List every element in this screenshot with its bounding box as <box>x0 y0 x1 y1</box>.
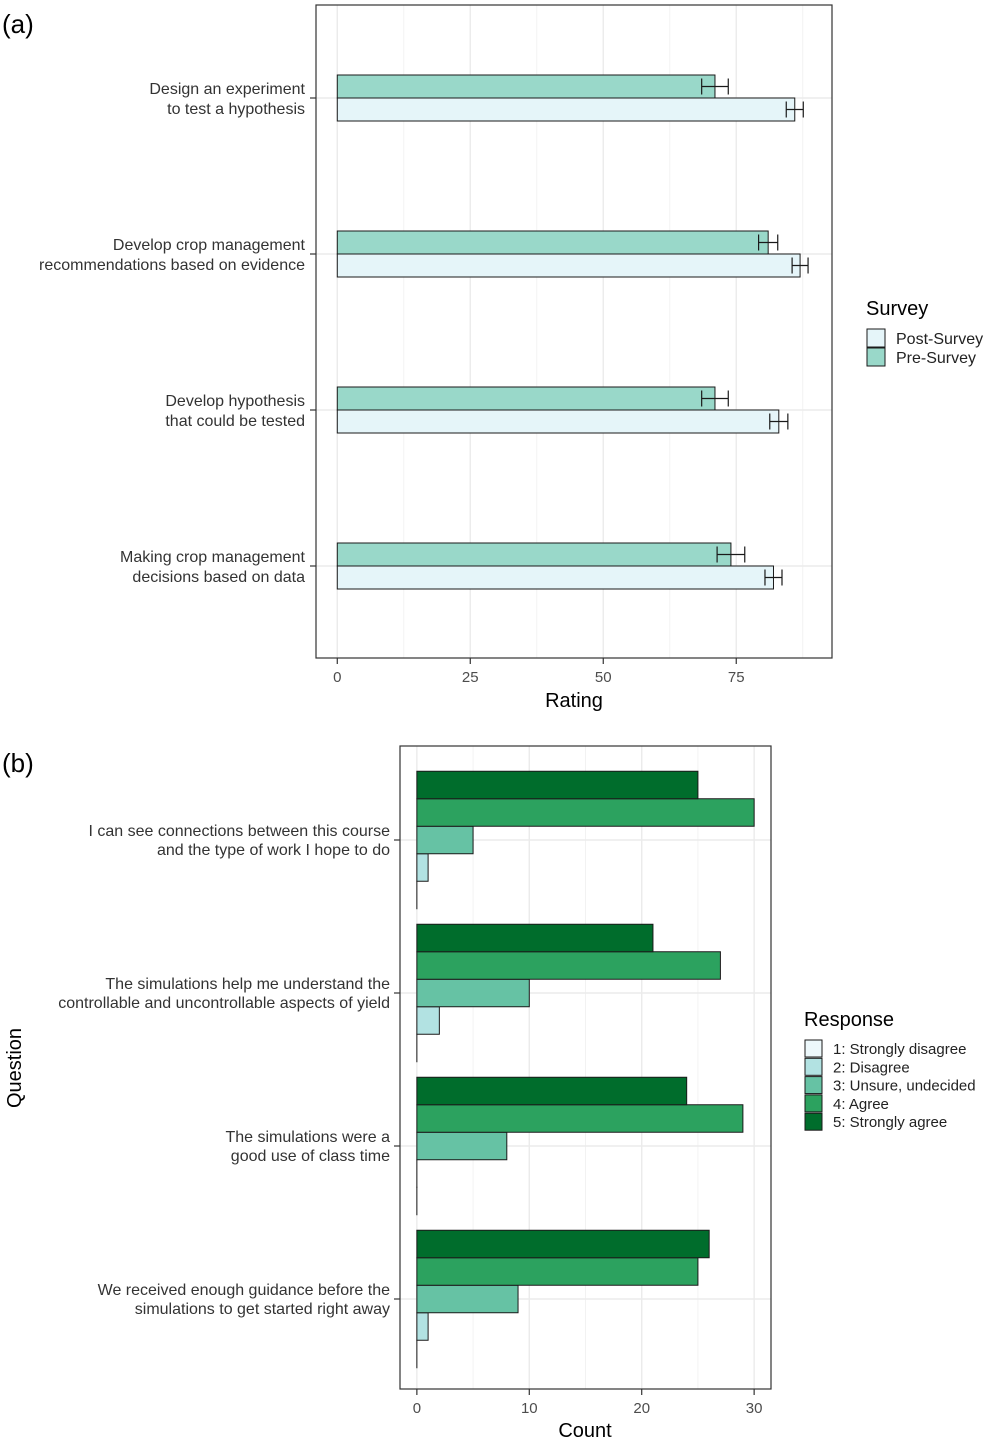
panel-b-category-label: controllable and uncontrollable aspects … <box>58 995 390 1012</box>
panel-a-legend-title: Survey <box>866 298 928 320</box>
panel-b-category-label: and the type of work I hope to do <box>157 842 390 859</box>
panel-b-bar-3 <box>416 978 530 1008</box>
panel-b-legend-swatch <box>804 1094 823 1113</box>
panel-a-x-tick-label: 25 <box>462 669 479 686</box>
panel-b-category-labels: I can see connections between this cours… <box>58 823 400 1318</box>
panel-b-bar-3 <box>416 1131 508 1161</box>
panel-b-legend-title: Response <box>804 1009 894 1031</box>
panel-b-legend-swatch <box>804 1112 823 1131</box>
panel-a-x-tick-label: 75 <box>728 669 745 686</box>
panel-a-category-label: to test a hypothesis <box>167 101 305 118</box>
panel-b-x-tick-label: 10 <box>521 1400 538 1417</box>
panel-b-bar-4 <box>416 1257 699 1286</box>
panel-a-legend-swatch <box>866 347 886 367</box>
panel-a: (a) Design an experiment to test a hypoth… <box>2 4 983 712</box>
panel-b-bar-2 <box>416 853 429 882</box>
panel-b-legend-swatch <box>804 1057 823 1076</box>
panel-a-bar-pre <box>336 542 732 567</box>
panel-b-category-label: simulations to get started right away <box>135 1301 390 1318</box>
panel-a-category-label: Design an experiment <box>149 81 305 98</box>
panel-b-bars <box>416 770 755 1369</box>
panel-b-category-label: I can see connections between this cours… <box>88 823 390 840</box>
panel-b-legend-swatch <box>804 1076 823 1095</box>
panel-a-error-bar <box>701 78 729 95</box>
panel-b-legend-label: 5: Strongly agree <box>833 1114 947 1131</box>
panel-b-bar-3 <box>416 1284 519 1314</box>
panel-a-legend-swatch <box>866 328 886 348</box>
panel-b-x-tick-label: 20 <box>633 1400 650 1417</box>
panel-b-category-label: good use of class time <box>231 1148 390 1165</box>
panel-a-bar-pre <box>336 74 716 99</box>
panel-a-error-bar <box>769 413 789 430</box>
panel-a-error-bar <box>701 390 729 407</box>
panel-b-legend-label: 4: Agree <box>833 1096 889 1113</box>
panel-a-bar-pre <box>336 230 769 255</box>
panel-a-category-label: Develop hypothesis <box>165 393 305 410</box>
panel-a-legend: Survey Post-Survey Pre-Survey <box>866 298 983 367</box>
panel-a-x-ticks: 0 25 50 75 <box>333 658 745 686</box>
panel-b-x-ticks: 0 10 20 30 <box>413 1389 763 1417</box>
panel-b-legend-label: 3: Unsure, undecided <box>833 1078 976 1095</box>
panel-b-label: (b) <box>2 748 34 778</box>
panel-b-legend-label: 1: Strongly disagree <box>833 1041 966 1058</box>
panel-a-bar-pre <box>336 386 716 411</box>
panel-a-error-bar <box>785 101 804 118</box>
panel-a-legend-label: Pre-Survey <box>896 350 976 367</box>
panel-b-bar-5 <box>416 1076 688 1106</box>
panel-b-plot-border <box>399 745 772 1390</box>
panel-b-bar-3 <box>416 825 474 855</box>
panel-a-bars <box>336 74 801 590</box>
panel-b-category-label: The simulations were a <box>225 1129 390 1146</box>
panel-b-y-axis-title: Question <box>4 1028 26 1108</box>
panel-a-x-tick-label: 0 <box>333 669 341 686</box>
panel-a-category-label: recommendations based on evidence <box>39 257 305 274</box>
panel-a-bar-post <box>336 97 796 122</box>
panel-b-bar-4 <box>416 1104 744 1133</box>
panel-a-error-bar <box>757 234 779 251</box>
panel-b-category-label: The simulations help me understand the <box>105 976 390 993</box>
panel-b-bar-2 <box>416 1006 440 1035</box>
panel-b-x-axis-title: Count <box>558 1420 612 1442</box>
panel-b-x-tick-label: 30 <box>746 1400 763 1417</box>
panel-a-category-label: Making crop management <box>120 549 306 566</box>
panel-a-error-bar <box>791 257 809 274</box>
panel-a-x-tick-label: 50 <box>595 669 612 686</box>
panel-b-bar-5 <box>416 1229 710 1259</box>
panel-b-x-tick-label: 0 <box>413 1400 421 1417</box>
panel-b-bar-2 <box>416 1312 429 1341</box>
panel-a-x-axis-title: Rating <box>545 690 603 712</box>
panel-b-legend-swatch <box>804 1039 823 1058</box>
panel-b-category-label: We received enough guidance before the <box>98 1282 390 1299</box>
panel-a-plot-border <box>315 4 833 659</box>
panel-a-error-bars <box>701 78 809 586</box>
panel-b: (b) I can see connections between this c… <box>2 745 976 1442</box>
panel-b-bar-4 <box>416 798 755 827</box>
panel-a-legend-label: Post-Survey <box>896 331 983 348</box>
panel-b-bar-4 <box>416 951 721 980</box>
panel-a-error-bar <box>716 546 746 563</box>
panel-b-bar-5 <box>416 770 699 800</box>
panel-a-category-label: that could be tested <box>165 413 305 430</box>
panel-a-label: (a) <box>2 9 34 39</box>
panel-a-category-labels: Design an experiment to test a hypothesis… <box>39 81 316 586</box>
panel-a-bar-post <box>336 253 801 278</box>
panel-b-legend-label: 2: Disagree <box>833 1059 910 1076</box>
panel-a-bar-post <box>336 409 780 434</box>
panel-a-bar-post <box>336 565 774 590</box>
panel-b-bar-5 <box>416 923 654 953</box>
panel-a-category-label: Develop crop management <box>113 237 306 254</box>
panel-a-category-label: decisions based on data <box>132 569 305 586</box>
panel-a-error-bar <box>764 569 783 586</box>
